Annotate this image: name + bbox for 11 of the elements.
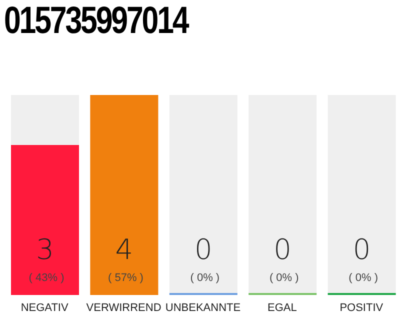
data-label: 3 ( 43% ) [26, 233, 64, 284]
x-tick-label: NEGATIV [20, 302, 69, 314]
data-label: 0 ( 0% ) [266, 233, 299, 284]
data-label: 0 ( 0% ) [346, 233, 378, 284]
data-label: 0 ( 0% ) [187, 233, 220, 284]
x-tick-label: VERWIRREND [86, 302, 162, 314]
data-label: 4 ( 57% ) [104, 233, 144, 284]
x-tick-label: UNBEKANNTE [165, 302, 241, 314]
chart-title: 015735997014 [4, 0, 188, 43]
x-tick-label: POSITIV [340, 302, 384, 314]
x-tick-label: EGAL [268, 302, 297, 314]
